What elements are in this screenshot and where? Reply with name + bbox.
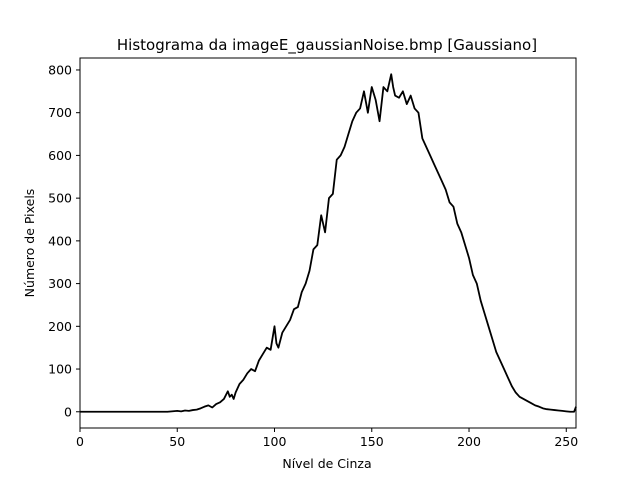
y-tick-label: 600 bbox=[48, 148, 72, 163]
y-tick-label: 700 bbox=[48, 105, 72, 120]
x-tick-label: 200 bbox=[457, 434, 481, 449]
y-tick-label: 400 bbox=[48, 233, 72, 248]
x-tick-label: 0 bbox=[76, 434, 84, 449]
x-axis-label: Nível de Cinza bbox=[282, 456, 371, 471]
x-axis-ticks: 0 50 100 150 200 250 bbox=[76, 428, 578, 449]
y-tick-label: 300 bbox=[48, 276, 72, 291]
plot-frame bbox=[79, 57, 577, 429]
histogram-line bbox=[80, 73, 577, 413]
y-axis-ticks: 0 100 200 300 400 500 600 700 800 bbox=[48, 62, 80, 419]
y-tick-label: 200 bbox=[48, 319, 72, 334]
x-tick-label: 50 bbox=[169, 434, 185, 449]
x-tick-label: 100 bbox=[263, 434, 287, 449]
y-axis-label: Número de Pixels bbox=[22, 189, 37, 298]
y-tick-label: 500 bbox=[48, 191, 72, 206]
chart-title: Histograma da imageE_gaussianNoise.bmp [… bbox=[117, 36, 537, 55]
x-tick-label: 150 bbox=[360, 434, 384, 449]
x-tick-label: 250 bbox=[554, 434, 578, 449]
y-tick-label: 800 bbox=[48, 62, 72, 77]
y-tick-label: 0 bbox=[64, 404, 72, 419]
y-tick-label: 100 bbox=[48, 362, 72, 377]
